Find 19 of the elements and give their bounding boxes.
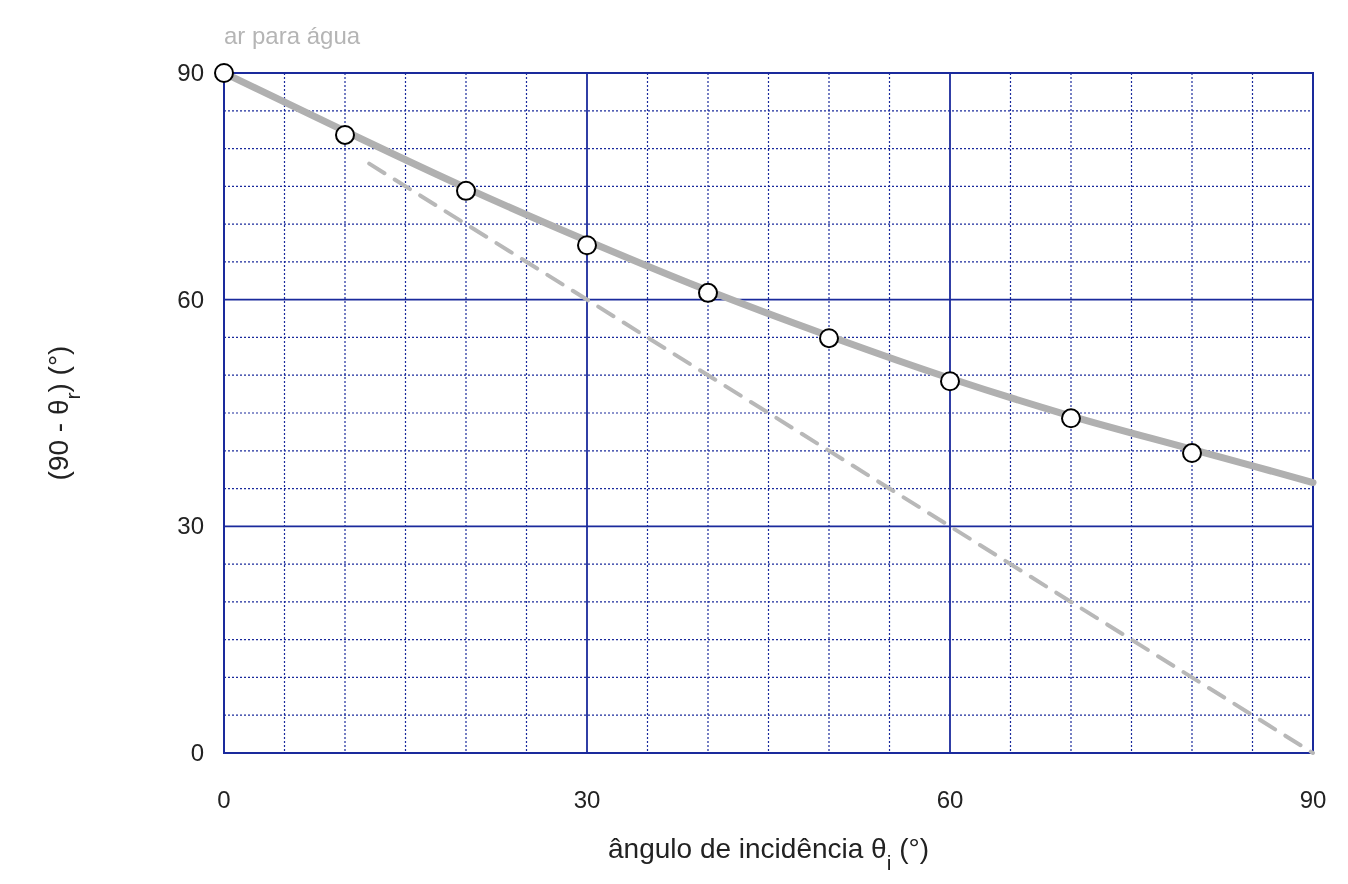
y-tick-label: 60 — [177, 285, 204, 313]
point — [1182, 443, 1202, 464]
point — [819, 328, 839, 349]
point — [698, 282, 718, 303]
point — [1061, 408, 1081, 429]
x-tick-label: 0 — [217, 786, 231, 813]
y-tick-label: 90 — [177, 59, 204, 86]
point — [456, 180, 476, 201]
point — [214, 63, 234, 83]
chart-title: ar para água — [224, 22, 361, 49]
y-tick-label: 30 — [177, 512, 204, 540]
point — [577, 235, 597, 256]
point — [940, 371, 960, 392]
x-tick-label: 90 — [1299, 786, 1327, 813]
x-tick-label: 30 — [573, 786, 601, 813]
x-axis-title: ângulo de incidência θ$_{i}$ (°) — [608, 833, 929, 874]
point — [335, 124, 355, 145]
y-tick-label: 0 — [190, 739, 204, 766]
x-tick-label: 60 — [936, 786, 964, 813]
